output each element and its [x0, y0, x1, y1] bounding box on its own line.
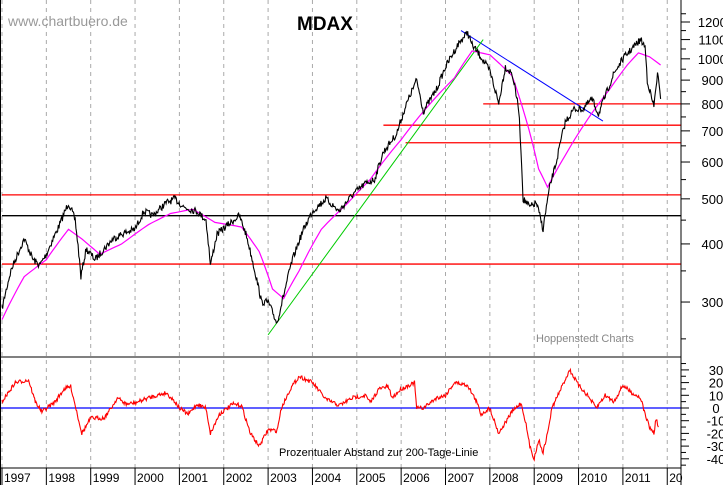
- year-label: 2001: [181, 471, 208, 485]
- year-label: 2006: [403, 471, 430, 485]
- source-label: Hoppenstedt Charts: [536, 333, 634, 345]
- osc-tick-label: -30: [707, 439, 723, 454]
- year-label: 2007: [448, 471, 475, 485]
- year-label: 2004: [314, 471, 341, 485]
- osc-tick-label: 30: [709, 363, 723, 378]
- year-label: 1998: [48, 471, 75, 485]
- osc-tick-label: -10: [707, 414, 723, 429]
- chart-title: MDAX: [297, 14, 353, 35]
- y-tick-label: 3000: [702, 295, 723, 310]
- y-tick-label: 5000: [702, 192, 723, 207]
- osc-tick-label: -20: [707, 426, 723, 441]
- year-label: 20: [669, 471, 683, 485]
- support-lines: [0, 103, 681, 409]
- y-tick-label: 11000: [698, 33, 723, 48]
- year-label: 2008: [492, 471, 519, 485]
- trend-line: [267, 39, 484, 336]
- watermark: www.chartbuero.de: [7, 13, 128, 29]
- y-tick-label: 6000: [702, 155, 723, 170]
- trend-line: [460, 30, 604, 122]
- year-label: 2011: [625, 471, 651, 485]
- osc-tick-label: 10: [709, 388, 723, 403]
- y-tick-label: 7000: [702, 124, 723, 139]
- year-label: 1997: [4, 471, 31, 485]
- year-gridlines: [1, 0, 668, 468]
- year-label: 2002: [226, 471, 253, 485]
- y-tick-label: 9000: [702, 73, 723, 88]
- trend-lines: [267, 30, 604, 336]
- ma200-line: [1, 50, 661, 320]
- y-tick-label: 4000: [702, 237, 723, 252]
- year-label: 1999: [93, 471, 120, 485]
- oscillator-title: Prozentualer Abstand zur 200-Tage-Linie: [279, 447, 478, 459]
- osc-tick-label: 20: [709, 376, 723, 391]
- year-label: 2005: [359, 471, 386, 485]
- osc-tick-label: -40: [707, 452, 723, 467]
- price-line: [1, 30, 662, 324]
- year-label: 2009: [536, 471, 563, 485]
- year-label: 2000: [137, 471, 164, 485]
- y-tick-label: 8000: [702, 97, 723, 112]
- series-group: [1, 30, 662, 462]
- year-label: 2003: [270, 471, 297, 485]
- oscillator-line: [1, 367, 659, 462]
- year-label: 2010: [581, 471, 608, 485]
- osc-tick-label: 0: [712, 401, 719, 416]
- y-tick-label: 10000: [698, 52, 723, 67]
- y-tick-label: 12000: [698, 15, 723, 30]
